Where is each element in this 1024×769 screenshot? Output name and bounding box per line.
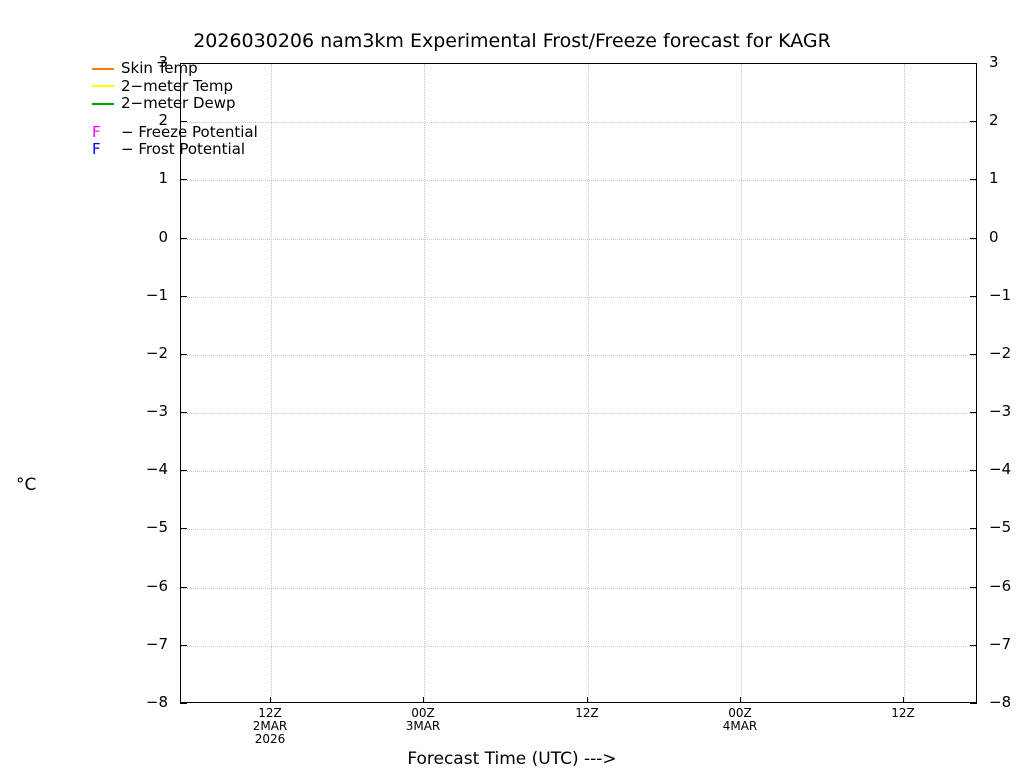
y-tick-mark-right	[970, 528, 977, 530]
y-tick-label-left: −2	[145, 343, 168, 362]
legend-label: Skin Temp	[121, 59, 198, 77]
y-tick-mark-right	[970, 703, 977, 704]
legend-letter-icon: F	[92, 122, 101, 141]
gridline-vertical	[741, 64, 742, 702]
y-tick-mark-left	[180, 237, 187, 239]
y-tick-mark-left	[180, 703, 187, 704]
legend-letter-icon: F	[92, 140, 101, 158]
x-tick-mark	[587, 697, 588, 703]
gridline-horizontal	[181, 180, 976, 182]
y-tick-label-left: −7	[145, 634, 168, 653]
gridline-horizontal	[181, 645, 976, 647]
y-tick-label-right: −6	[989, 576, 1012, 595]
y-tick-label-right: −4	[989, 460, 1012, 479]
gridline-vertical	[271, 64, 272, 702]
y-tick-mark-left	[180, 63, 187, 64]
gridline-horizontal	[181, 587, 976, 589]
y-tick-label-right: −2	[989, 343, 1012, 362]
y-tick-label-left: −1	[145, 285, 168, 304]
legend-label: 2−meter Dewp	[121, 94, 236, 112]
y-tick-label-right: −5	[989, 518, 1012, 537]
x-tick-mark	[270, 697, 271, 703]
y-tick-mark-right	[970, 644, 977, 646]
legend: Skin Temp 2−meter Temp 2−meter Dewp F − Free…	[92, 59, 258, 159]
y-tick-label-right: −1	[989, 285, 1012, 304]
y-tick-label-left: −8	[145, 693, 168, 711]
x-tick-label: 00Z 4MAR	[722, 706, 758, 733]
legend-label: 2−meter Temp	[121, 76, 233, 95]
gridline-vertical	[588, 64, 589, 702]
y-tick-mark-right	[970, 470, 977, 472]
y-tick-label-right: 3	[989, 53, 999, 71]
x-axis-label: Forecast Time (UTC) --->	[407, 749, 617, 769]
x-tick-label: 00Z 3MAR	[405, 706, 441, 733]
gridline-horizontal	[181, 529, 976, 531]
y-tick-label-left: 0	[158, 227, 168, 246]
x-tick-label: 12Z	[575, 706, 599, 720]
legend-line-swatch-icon	[92, 102, 114, 105]
y-tick-mark-right	[970, 295, 977, 297]
x-tick-mark	[740, 697, 741, 703]
plot-area	[180, 63, 977, 703]
y-tick-mark-left	[180, 353, 187, 355]
y-tick-mark-right	[970, 353, 977, 355]
gridline-horizontal	[181, 238, 976, 240]
legend-line-swatch-icon	[92, 67, 114, 70]
y-tick-mark-left	[180, 528, 187, 530]
y-tick-label-left: 1	[158, 169, 168, 188]
y-tick-mark-left	[180, 412, 187, 414]
y-tick-label-right: 1	[989, 169, 999, 188]
y-tick-mark-right	[970, 586, 977, 588]
y-tick-mark-right	[970, 121, 977, 123]
y-tick-label-right: −8	[989, 693, 1012, 711]
y-tick-mark-right	[970, 237, 977, 239]
y-tick-mark-left	[180, 644, 187, 646]
y-tick-mark-left	[180, 121, 187, 123]
gridline-horizontal	[181, 413, 976, 415]
y-tick-label-left: 3	[158, 53, 168, 71]
y-tick-label-left: 2	[158, 111, 168, 130]
y-tick-label-right: −7	[989, 634, 1012, 653]
legend-item: Skin Temp	[92, 59, 258, 78]
x-tick-mark	[903, 697, 904, 703]
gridline-horizontal	[181, 296, 976, 298]
legend-item: F − Freeze Potential	[92, 122, 258, 142]
gridline-horizontal	[181, 471, 976, 473]
legend-label: − Frost Potential	[121, 140, 246, 158]
y-tick-mark-right	[970, 63, 977, 64]
legend-label: − Freeze Potential	[121, 122, 258, 141]
y-axis-label: °C	[16, 475, 37, 495]
chart-title: 2026030206 nam3km Experimental Frost/Fre…	[193, 30, 831, 52]
y-tick-mark-right	[970, 412, 977, 414]
y-tick-label-left: −3	[145, 402, 168, 421]
gridline-vertical	[424, 64, 425, 702]
gridline-horizontal	[181, 122, 976, 124]
y-tick-label-right: 2	[989, 111, 999, 130]
y-tick-mark-left	[180, 179, 187, 181]
y-tick-label-left: −6	[145, 576, 168, 595]
gridline-horizontal	[181, 354, 976, 356]
x-tick-mark	[423, 697, 424, 703]
y-tick-mark-left	[180, 470, 187, 472]
y-tick-mark-left	[180, 586, 187, 588]
x-tick-label: 12Z	[891, 706, 915, 720]
y-tick-label-left: −4	[145, 460, 168, 479]
y-tick-label-left: −5	[145, 518, 168, 537]
y-tick-mark-left	[180, 295, 187, 297]
legend-item: F − Frost Potential	[92, 140, 258, 159]
gridlines	[181, 64, 976, 702]
gridline-vertical	[904, 64, 905, 702]
legend-item: 2−meter Dewp	[92, 94, 258, 113]
y-tick-mark-right	[970, 179, 977, 181]
y-tick-label-right: 0	[989, 227, 999, 246]
y-tick-label-right: −3	[989, 402, 1012, 421]
legend-line-swatch-icon	[92, 85, 114, 88]
x-tick-label: 12Z 2MAR 2026	[252, 706, 288, 746]
legend-item: 2−meter Temp	[92, 76, 258, 96]
